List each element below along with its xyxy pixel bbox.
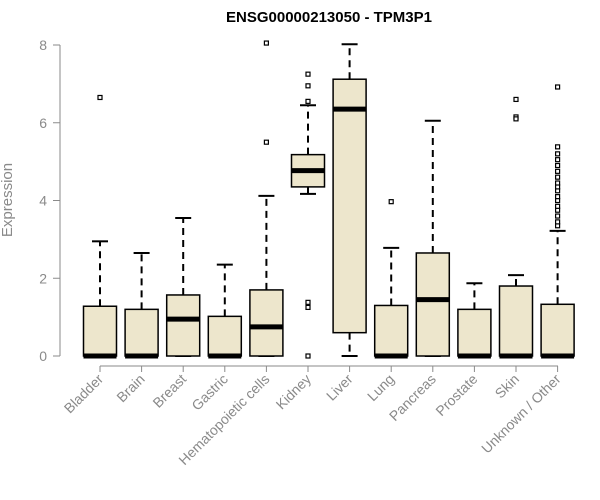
outlier-point	[97, 94, 103, 101]
x-tick-label: Prostate	[432, 371, 480, 419]
outlier-point	[554, 168, 561, 174]
y-axis-label: Expression	[0, 163, 16, 237]
outlier-point	[554, 203, 561, 209]
box-iqr	[165, 294, 201, 357]
outlier-point	[554, 151, 561, 157]
outlier-point	[554, 194, 561, 200]
outlier-point	[554, 84, 561, 90]
outlier-point	[554, 180, 561, 186]
box-breast	[165, 216, 201, 357]
box-gastric	[207, 263, 243, 359]
box-series	[82, 40, 575, 359]
box-skin	[498, 96, 534, 359]
y-tick-label: 4	[39, 193, 47, 209]
box-iqr	[124, 308, 159, 357]
y-tick-label: 8	[39, 37, 47, 53]
outlier-point	[305, 304, 311, 311]
outlier-point	[554, 162, 561, 169]
outlier-point	[554, 219, 561, 225]
box-iqr	[373, 304, 409, 357]
x-tick-label: Bladder	[61, 371, 107, 417]
box-liver	[332, 43, 367, 357]
box-lung	[373, 199, 409, 359]
x-tick-label: Kidney	[273, 371, 315, 413]
outlier-point	[305, 353, 311, 359]
box-kidney	[290, 71, 326, 359]
box-iqr	[332, 78, 367, 334]
outlier-point	[554, 157, 561, 163]
outlier-point	[554, 213, 561, 219]
chart-title: ENSG00000213050 - TPM3P1	[226, 9, 432, 26]
outlier-point	[513, 116, 519, 122]
box-bladder	[82, 94, 118, 359]
y-tick-label: 2	[39, 270, 47, 286]
box-iqr	[415, 252, 451, 357]
box-iqr	[498, 285, 534, 357]
box-iqr	[457, 308, 492, 357]
outlier-point	[554, 174, 561, 180]
y-tick-label: 0	[39, 348, 47, 364]
outlier-point	[554, 144, 561, 150]
x-tick-label: Lung	[364, 371, 397, 404]
x-tick-label: Liver	[323, 371, 356, 404]
y-axis-ticks: 0 2 4 6 8	[39, 37, 60, 364]
box-iqr	[249, 289, 284, 357]
box-hematopoietic-cells	[249, 40, 284, 357]
outlier-point	[263, 40, 269, 46]
box-iqr	[207, 315, 243, 357]
outlier-point	[513, 96, 519, 103]
x-tick-label: Brain	[113, 371, 147, 405]
outlier-point	[305, 83, 311, 89]
x-tick-label: Skin	[492, 371, 523, 402]
box-prostate	[457, 282, 492, 359]
outlier-point	[305, 299, 311, 305]
x-tick-label: Unknown / Other	[478, 371, 564, 457]
box-brain	[124, 251, 159, 359]
y-tick-label: 6	[39, 115, 47, 131]
outlier-point	[388, 199, 394, 205]
box-iqr	[82, 305, 118, 357]
box-iqr	[540, 303, 575, 357]
box-pancreas	[415, 119, 451, 357]
x-tick-label: Breast	[149, 371, 189, 411]
outlier-point	[305, 71, 311, 77]
outlier-point	[305, 98, 311, 104]
outlier-point	[263, 139, 269, 145]
box-unknown-other	[540, 84, 575, 359]
